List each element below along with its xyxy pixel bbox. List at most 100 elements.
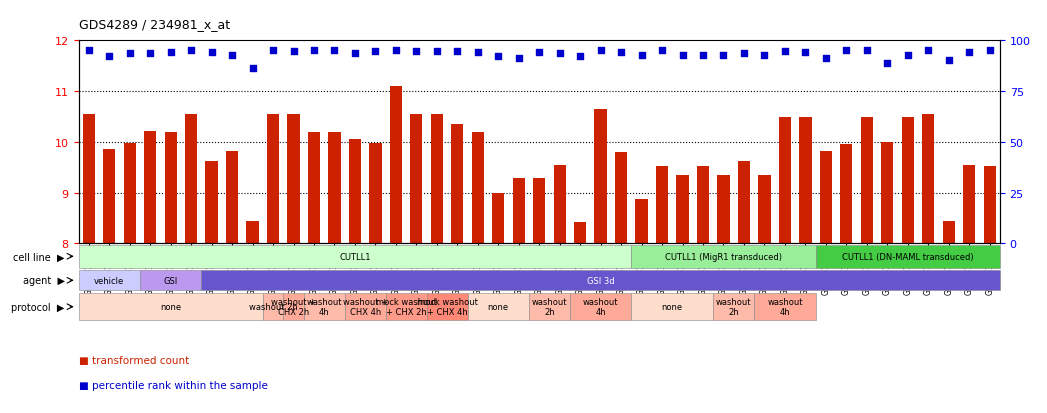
Text: none: none — [662, 302, 683, 311]
Text: GSI 3d: GSI 3d — [586, 276, 615, 285]
Bar — [983, 167, 996, 244]
Point — [367, 48, 384, 55]
Point — [552, 51, 569, 57]
Text: washout
4h: washout 4h — [307, 297, 342, 317]
Point — [572, 53, 588, 60]
Bar — [144, 131, 156, 244]
Bar — [329, 133, 340, 244]
Text: protocol  ▶: protocol ▶ — [12, 302, 65, 312]
Bar — [615, 153, 627, 244]
Bar — [636, 199, 648, 244]
Text: mock washout
+ CHX 2h: mock washout + CHX 2h — [376, 297, 437, 317]
Point — [121, 51, 138, 57]
Bar — [389, 87, 402, 244]
Point — [531, 49, 548, 56]
Text: GDS4289 / 234981_x_at: GDS4289 / 234981_x_at — [79, 18, 229, 31]
Bar — [738, 162, 750, 244]
Bar — [963, 165, 976, 244]
Point — [141, 51, 158, 57]
Text: CUTLL1 (MigR1 transduced): CUTLL1 (MigR1 transduced) — [665, 252, 782, 261]
Point — [490, 53, 507, 60]
Point — [449, 48, 466, 55]
Bar — [713, 293, 754, 320]
Point — [469, 49, 486, 56]
Point — [633, 52, 650, 59]
Bar — [922, 115, 934, 244]
Bar — [820, 152, 832, 244]
Bar — [267, 115, 280, 244]
Text: ■ percentile rank within the sample: ■ percentile rank within the sample — [79, 380, 267, 390]
Bar — [779, 117, 792, 244]
Point — [920, 47, 937, 54]
Bar — [140, 271, 201, 291]
Point — [203, 49, 220, 56]
Bar — [103, 149, 115, 244]
Bar — [717, 176, 730, 244]
Bar — [942, 221, 955, 244]
Bar — [882, 142, 893, 244]
Bar — [570, 293, 631, 320]
Bar — [631, 293, 713, 320]
Point — [510, 56, 527, 62]
Point — [285, 48, 302, 55]
Bar — [426, 293, 468, 320]
Point — [878, 61, 895, 67]
Point — [326, 47, 342, 54]
Bar — [554, 165, 565, 244]
Point — [653, 47, 670, 54]
Bar — [164, 133, 177, 244]
Bar — [124, 144, 136, 244]
Point — [244, 66, 261, 72]
Bar — [304, 293, 344, 320]
Text: CUTLL1: CUTLL1 — [339, 252, 371, 261]
Text: ■ transformed count: ■ transformed count — [79, 355, 188, 365]
Bar — [344, 293, 385, 320]
Point — [859, 47, 875, 54]
Point — [428, 48, 445, 55]
Text: GSI: GSI — [163, 276, 178, 285]
Bar — [226, 152, 239, 244]
Bar — [201, 271, 1000, 291]
Text: washout +
CHX 2h: washout + CHX 2h — [271, 297, 316, 317]
Bar — [83, 115, 95, 244]
Point — [265, 47, 282, 54]
Bar — [595, 110, 607, 244]
Bar — [430, 115, 443, 244]
Point — [736, 51, 753, 57]
Bar — [901, 117, 914, 244]
Bar — [697, 167, 709, 244]
Text: CUTLL1 (DN-MAML transduced): CUTLL1 (DN-MAML transduced) — [842, 252, 974, 261]
Point — [981, 47, 998, 54]
Bar — [513, 179, 525, 244]
Point — [694, 52, 711, 59]
Bar — [471, 133, 484, 244]
Bar — [676, 176, 689, 244]
Text: cell line  ▶: cell line ▶ — [14, 252, 65, 262]
Point — [81, 47, 97, 54]
Bar — [185, 115, 197, 244]
Point — [306, 47, 322, 54]
Bar — [655, 167, 668, 244]
Bar — [758, 176, 771, 244]
Point — [224, 52, 241, 59]
Text: washout
4h: washout 4h — [583, 297, 619, 317]
Point — [797, 49, 814, 56]
Point — [612, 49, 629, 56]
Point — [593, 47, 609, 54]
Bar — [574, 222, 586, 244]
Bar — [370, 144, 381, 244]
Point — [899, 52, 916, 59]
Bar — [631, 245, 816, 268]
Bar — [287, 115, 299, 244]
Text: vehicle: vehicle — [94, 276, 125, 285]
Point — [162, 50, 179, 56]
Bar — [284, 293, 304, 320]
Point — [777, 48, 794, 55]
Bar — [205, 162, 218, 244]
Text: washout
2h: washout 2h — [716, 297, 752, 317]
Bar — [385, 293, 426, 320]
Text: none: none — [160, 302, 181, 311]
Point — [674, 52, 691, 59]
Point — [961, 49, 978, 56]
Point — [756, 52, 773, 59]
